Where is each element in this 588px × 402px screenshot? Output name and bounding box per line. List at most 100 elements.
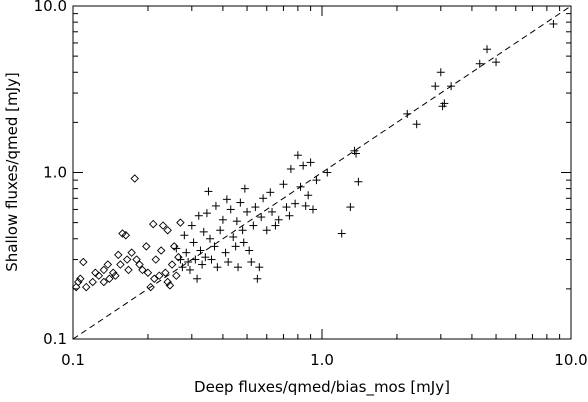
diamond-point	[124, 265, 133, 275]
plus-point	[191, 255, 200, 264]
plus-point	[274, 215, 283, 224]
diamond-point	[116, 260, 125, 269]
plus-point	[492, 58, 501, 67]
plus-point	[247, 258, 256, 267]
diamond-point	[105, 274, 114, 284]
plus-point	[293, 151, 302, 160]
plus-point	[194, 211, 203, 220]
diamond-point	[132, 255, 141, 264]
diamond-point	[146, 282, 155, 292]
diamond-point	[99, 277, 109, 287]
plus-point	[211, 201, 220, 210]
plus-point	[255, 263, 264, 272]
plus-point	[352, 149, 361, 158]
x-tick-label: 10.0	[554, 351, 587, 369]
plus-point	[291, 199, 300, 208]
plus-point	[337, 229, 346, 238]
plus-point	[251, 203, 260, 212]
x-tick-label: 1.0	[310, 351, 334, 369]
diamond-point	[122, 255, 132, 264]
diamond-point	[114, 250, 123, 260]
plus-point	[304, 191, 313, 200]
diamond-point	[176, 218, 185, 227]
plus-point	[253, 274, 262, 283]
plus-point	[193, 274, 202, 283]
plus-point	[440, 99, 449, 108]
plus-point	[213, 263, 222, 272]
plus-point	[245, 246, 254, 255]
diamond-point	[150, 274, 159, 284]
plus-point	[176, 255, 185, 264]
diamond-point	[138, 265, 147, 275]
plus-point	[204, 187, 213, 196]
plus-point	[259, 194, 268, 203]
plus-point	[354, 177, 363, 186]
plus-point	[257, 213, 266, 222]
diamond-point	[167, 260, 177, 269]
plus-point	[312, 176, 321, 185]
plus-point	[210, 242, 219, 251]
plus-point	[403, 109, 412, 118]
y-tick-label: 10.0	[34, 0, 67, 15]
data-points	[71, 19, 558, 292]
y-axis-title: Shallow fluxes/qmed [mJy]	[3, 72, 21, 272]
diamond-point	[81, 282, 91, 292]
plus-point	[202, 209, 211, 218]
plus-point	[218, 215, 227, 224]
plus-point	[412, 120, 421, 129]
plus-point	[266, 188, 275, 197]
plus-point	[475, 59, 484, 68]
plus-point	[436, 68, 445, 77]
plus-point	[346, 203, 355, 212]
diamond-point	[79, 257, 88, 267]
diamond-point	[103, 260, 113, 269]
plus-point	[199, 227, 208, 236]
plus-point	[239, 238, 248, 247]
plus-point	[185, 265, 194, 274]
plus-point	[182, 248, 191, 257]
plus-point	[240, 184, 249, 193]
plus-point	[207, 255, 216, 264]
plus-point	[231, 242, 240, 251]
diamond-point	[127, 248, 136, 257]
plus-point	[222, 195, 231, 204]
plus-point	[285, 211, 294, 220]
diamond-point	[163, 226, 172, 235]
diamond-point	[99, 265, 109, 275]
plus-point	[180, 231, 189, 240]
plus-point	[172, 244, 181, 253]
diamond-point	[172, 271, 181, 280]
x-axis-title: Deep fluxes/qmed/bias_mos [mJy]	[194, 378, 450, 397]
plus-point	[271, 221, 280, 230]
plus-point	[249, 221, 258, 230]
plus-point	[196, 246, 205, 255]
diamond-point	[108, 268, 118, 277]
plus-point	[198, 260, 207, 269]
diamond-point	[148, 219, 158, 229]
plus-point	[286, 164, 295, 173]
diamond-point	[130, 174, 139, 183]
plus-point	[201, 253, 210, 262]
plus-point	[178, 263, 187, 272]
diamond-point	[161, 268, 170, 277]
plus-point	[299, 161, 308, 170]
diamond-point	[155, 271, 164, 280]
plus-point	[184, 258, 193, 267]
plus-point	[301, 201, 310, 210]
plus-point	[296, 182, 305, 191]
plus-point	[447, 82, 456, 91]
plus-point	[187, 221, 196, 230]
diamond-point	[156, 246, 166, 255]
plus-point	[243, 207, 252, 216]
plus-point	[306, 158, 315, 167]
diamond-point	[135, 260, 144, 269]
plus-point	[189, 238, 198, 247]
plus-point	[206, 234, 215, 243]
diamond-point	[158, 221, 168, 230]
plus-point	[308, 205, 317, 214]
plus-point	[431, 82, 440, 91]
plus-point	[323, 168, 332, 177]
diamond-point	[143, 268, 153, 277]
one-to-one-dashed-line	[72, 5, 572, 340]
